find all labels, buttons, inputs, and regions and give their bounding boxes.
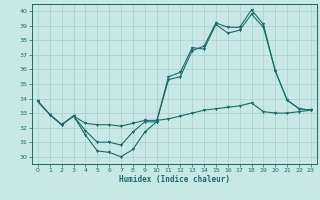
X-axis label: Humidex (Indice chaleur): Humidex (Indice chaleur) [119, 175, 230, 184]
